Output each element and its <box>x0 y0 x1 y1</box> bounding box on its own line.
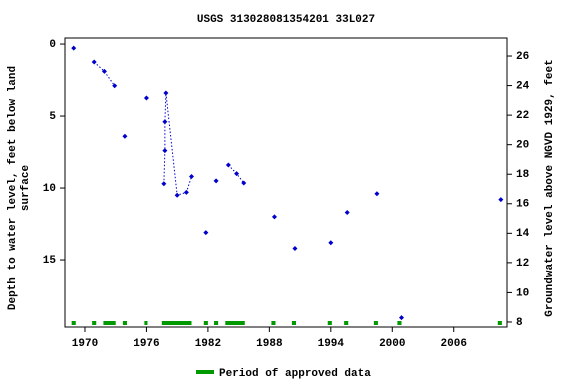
approved-period <box>373 321 378 325</box>
approved-period <box>397 321 402 325</box>
y-axis-label: surface <box>20 165 32 212</box>
point <box>91 59 97 65</box>
x-tick-label: 2000 <box>379 338 405 350</box>
approved-period <box>161 321 192 325</box>
point <box>213 178 219 184</box>
approved-period <box>122 321 127 325</box>
point <box>328 240 334 246</box>
point <box>203 230 209 236</box>
x-tick-label: 1982 <box>195 338 221 350</box>
chart-title: USGS 313028081354201 33L027 <box>197 14 375 26</box>
y2-tick-label: 20 <box>516 140 529 152</box>
point <box>174 192 180 198</box>
point <box>292 246 298 252</box>
y2-axis-label: Groundwater level above NGVD 1929, feet <box>544 59 556 316</box>
point <box>161 181 167 187</box>
approved-period <box>144 321 148 325</box>
point <box>162 148 168 154</box>
y-tick-label: 10 <box>43 183 56 195</box>
x-tick-label: 1988 <box>256 338 283 350</box>
point <box>163 90 169 96</box>
approved-period <box>271 321 276 325</box>
point <box>398 315 404 321</box>
approved-period <box>291 321 296 325</box>
y-tick-label: 5 <box>49 111 56 123</box>
y2-tick-label: 22 <box>516 110 529 122</box>
y-tick-label: 15 <box>43 255 57 267</box>
point <box>101 68 107 74</box>
x-tick-label: 1970 <box>72 338 98 350</box>
y2-tick-label: 14 <box>516 228 530 240</box>
y2-tick-label: 12 <box>516 258 529 270</box>
y2-tick-label: 8 <box>516 317 523 329</box>
point <box>122 133 128 139</box>
y2-tick-label: 16 <box>516 199 529 211</box>
y-tick-label: 0 <box>49 39 56 51</box>
x-tick-label: 2006 <box>441 338 467 350</box>
point <box>71 45 77 51</box>
point <box>225 162 231 168</box>
approved-period <box>92 321 97 325</box>
point <box>241 180 247 186</box>
point <box>189 174 195 180</box>
y2-tick-label: 24 <box>516 80 530 92</box>
y2-tick-label: 10 <box>516 287 529 299</box>
x-tick-label: 1976 <box>133 338 159 350</box>
point <box>498 197 504 203</box>
y-axis-label: Depth to water level, feet below land <box>7 66 19 310</box>
point <box>143 95 149 101</box>
approved-period <box>327 321 332 325</box>
point <box>374 191 380 197</box>
approved-period <box>71 321 76 325</box>
approved-period <box>203 321 208 325</box>
point <box>112 83 118 89</box>
point <box>271 214 277 220</box>
point <box>234 171 240 177</box>
y2-tick-label: 26 <box>516 51 529 63</box>
approved-period <box>214 321 219 325</box>
line <box>94 62 501 200</box>
approved-period <box>344 321 349 325</box>
point <box>344 210 350 216</box>
x-tick-label: 1994 <box>318 338 345 350</box>
approved-period <box>225 321 245 325</box>
approved-period <box>497 321 502 325</box>
point <box>162 119 168 125</box>
y2-tick-label: 18 <box>516 169 530 181</box>
plot-frame <box>64 37 508 328</box>
legend-label: Period of approved data <box>219 368 371 380</box>
point <box>183 189 189 195</box>
approved-period <box>103 321 116 325</box>
